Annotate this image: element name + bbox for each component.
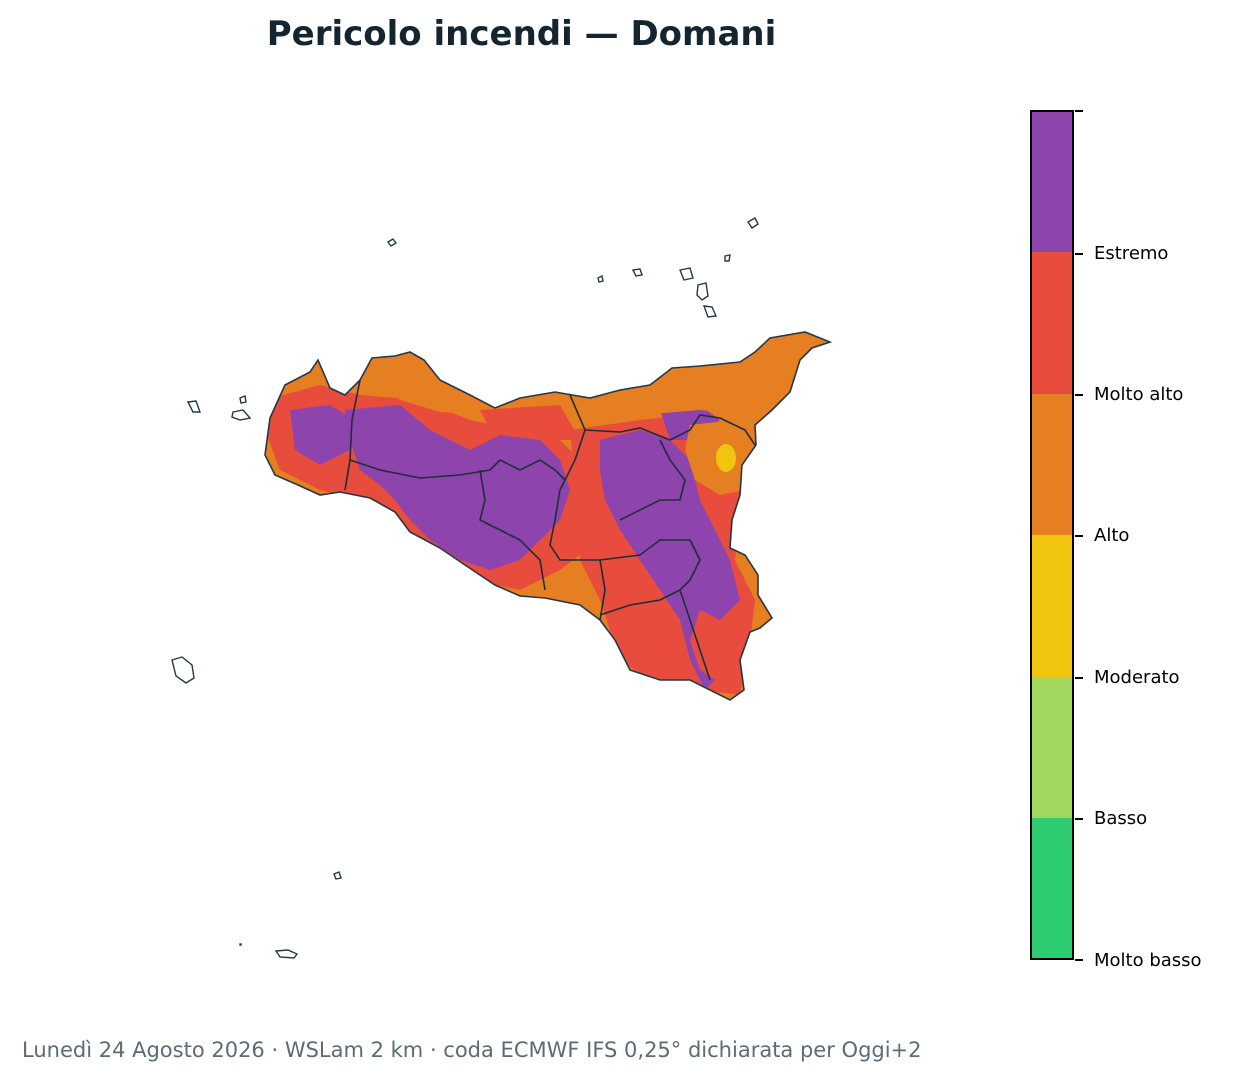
province-boundaries [344,379,756,681]
legend-label-alto: Alto [1094,525,1130,546]
island-pantelleria [171,656,195,684]
legend-tick-estremo [1075,253,1083,255]
legend-label-molto-basso: Molto basso [1094,950,1202,971]
island-favignana [231,409,252,421]
island-filicudi [631,268,643,277]
legend-swatch-estremo [1030,110,1074,252]
island-lampione [239,943,242,946]
sicily-coastline [264,331,833,701]
legend-swatch-molto-alto [1030,252,1074,394]
islands [171,217,759,959]
legend-tick-top [1075,110,1083,112]
legend-label-molto-alto: Molto alto [1094,384,1184,405]
risk-zone-molto-alto-north [480,405,580,440]
island-lampedusa [274,949,299,959]
risk-zone-estremo-east [600,430,740,690]
legend-label-basso: Basso [1094,808,1148,829]
island-levanzo [239,395,247,404]
island-alicudi [597,274,604,283]
island-marettimo [186,400,201,413]
map-footer: Lunedì 24 Agosto 2026 · WSLam 2 km · cod… [22,1038,922,1062]
island-linosa [333,871,342,880]
island-panarea [724,254,731,262]
island-stromboli [747,217,759,229]
legend-swatch-alto [1030,394,1074,535]
fire-danger-map [171,217,833,959]
island-lipari [696,282,709,301]
legend-tick-basso [1075,818,1083,820]
legend-swatch-basso [1030,677,1074,818]
risk-zone-alto-tyrrhenian [570,340,825,420]
legend-colorbar [1030,110,1074,960]
legend-swatch-molto-basso [1030,818,1074,960]
risk-zone-estremo-west [290,405,355,465]
legend-tick-molto-basso [1075,959,1083,961]
legend-tick-alto [1075,535,1083,537]
island-salina [679,267,694,281]
legend-tick-moderato [1075,677,1083,679]
risk-zone-alto-north-coast [380,362,480,415]
legend-tick-molto-alto [1075,394,1083,396]
map-title: Pericolo incendi — Domani [266,14,777,54]
island-vulcano [702,305,718,318]
legend-label-estremo: Estremo [1094,243,1169,264]
legend-swatch-moderato [1030,535,1074,677]
risk-zone-moderato-etna [716,444,736,472]
legend-label-moderato: Moderato [1094,667,1180,688]
legend-frame [1030,110,1074,960]
risk-zone-estremo-central [345,405,570,570]
island-ustica [386,238,398,247]
